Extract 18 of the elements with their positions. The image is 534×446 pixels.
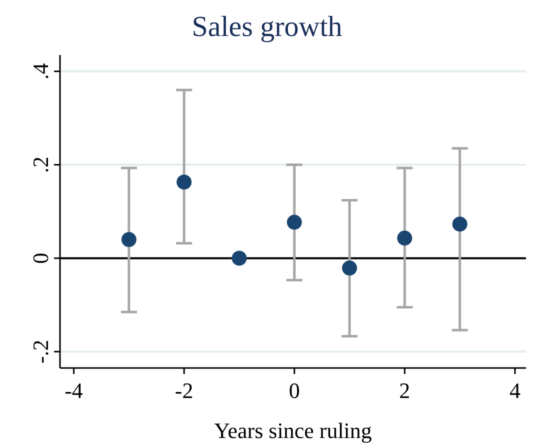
point [286, 214, 302, 230]
chart-title: Sales growth [192, 11, 343, 43]
x-tick-label: -4 [64, 378, 83, 403]
x-tick-label: 2 [399, 378, 410, 403]
y-tick-label: 0 [28, 252, 53, 264]
y-tick-label: .4 [28, 63, 53, 80]
point [397, 230, 412, 246]
x-tick-label: -2 [174, 378, 194, 403]
x-tick-label: 0 [288, 378, 300, 403]
point [121, 232, 136, 248]
x-axis-title: Years since ruling [214, 418, 372, 443]
y-tick-label: .2 [28, 156, 53, 174]
point [232, 250, 247, 266]
x-tick-label: 4 [509, 378, 520, 403]
point [452, 216, 468, 232]
point [342, 260, 358, 276]
y-tick-label: -.2 [28, 340, 53, 364]
point [176, 174, 192, 190]
